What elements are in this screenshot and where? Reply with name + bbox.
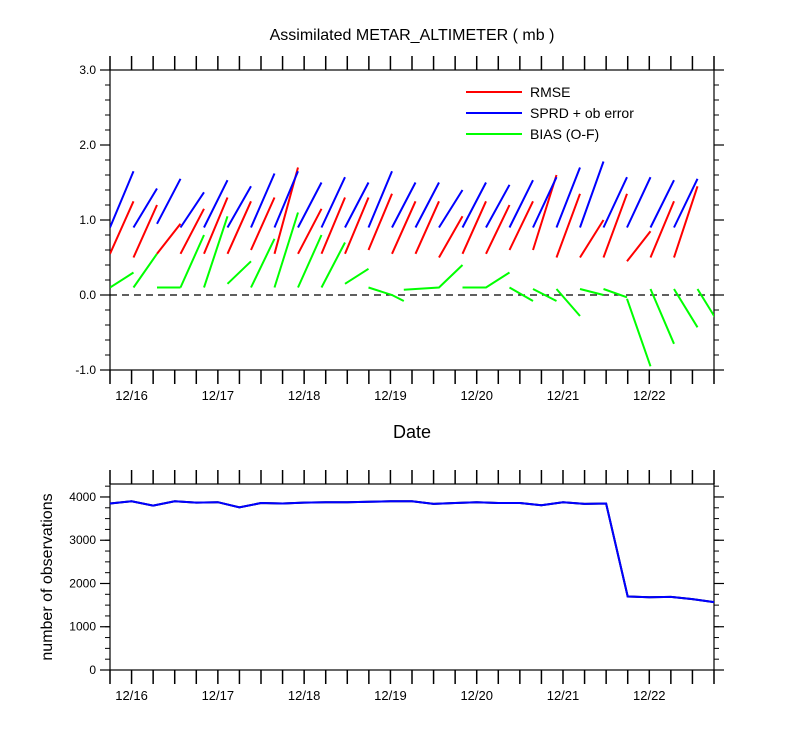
series-line-observations-possible-: [109, 500, 715, 604]
bottom-y-tick-label: 3000: [69, 533, 96, 547]
legend-label: SPRD + ob error: [530, 105, 634, 121]
top-chart-xlabel: Date: [393, 422, 431, 442]
top-y-tick-label: -1.0: [75, 363, 96, 377]
series-line-sprd-ob-error: [110, 161, 699, 229]
top-x-tick-label: 12/19: [374, 388, 407, 403]
bottom-x-tick-label: 12/18: [288, 688, 321, 703]
bottom-y-tick-label: 2000: [69, 576, 96, 590]
bottom-x-tick-label: 12/21: [547, 688, 580, 703]
legend-label: BIAS (O-F): [530, 126, 599, 142]
bottom-chart: 12/16 12/17 12/18 12/19 12/20 12/21 12/22 0 1000…: [69, 470, 724, 703]
top-y-tick-label: 1.0: [79, 213, 96, 227]
top-x-tick-label: 12/17: [202, 388, 235, 403]
series-line-rmse: [110, 167, 699, 262]
top-y-tick-label: 3.0: [79, 63, 96, 77]
bottom-x-tick-label: 12/22: [633, 688, 666, 703]
bottom-y-tick-label: 4000: [69, 490, 96, 504]
legend: RMSE SPRD + ob error BIAS (O-F): [466, 84, 634, 142]
bottom-x-tick-label: 12/17: [202, 688, 235, 703]
bottom-y-tick-label: 0: [89, 663, 96, 677]
bottom-chart-ylabel: number of observations: [39, 493, 56, 660]
bottom-x-tick-label: 12/19: [374, 688, 407, 703]
top-x-tick-label: 12/16: [115, 388, 148, 403]
top-chart-title: Assimilated METAR_ALTIMETER ( mb ): [270, 27, 555, 44]
bottom-x-tick-label: 12/16: [115, 688, 148, 703]
top-y-tick-label: 0.0: [79, 288, 96, 302]
top-chart: 12/16 12/17 12/18 12/19 12/20 12/21 12/22 -1.0 0…: [75, 56, 724, 403]
top-x-tick-label: 12/20: [460, 388, 493, 403]
bottom-x-tick-label: 12/20: [460, 688, 493, 703]
top-x-tick-label: 12/18: [288, 388, 321, 403]
top-x-tick-label: 12/22: [633, 388, 666, 403]
legend-label: RMSE: [530, 84, 570, 100]
top-x-tick-label: 12/21: [547, 388, 580, 403]
bottom-y-tick-label: 1000: [69, 620, 96, 634]
series-line-bias-o-f-: [110, 212, 714, 367]
series-line-observations-used-: [109, 500, 715, 604]
top-y-tick-label: 2.0: [79, 138, 96, 152]
